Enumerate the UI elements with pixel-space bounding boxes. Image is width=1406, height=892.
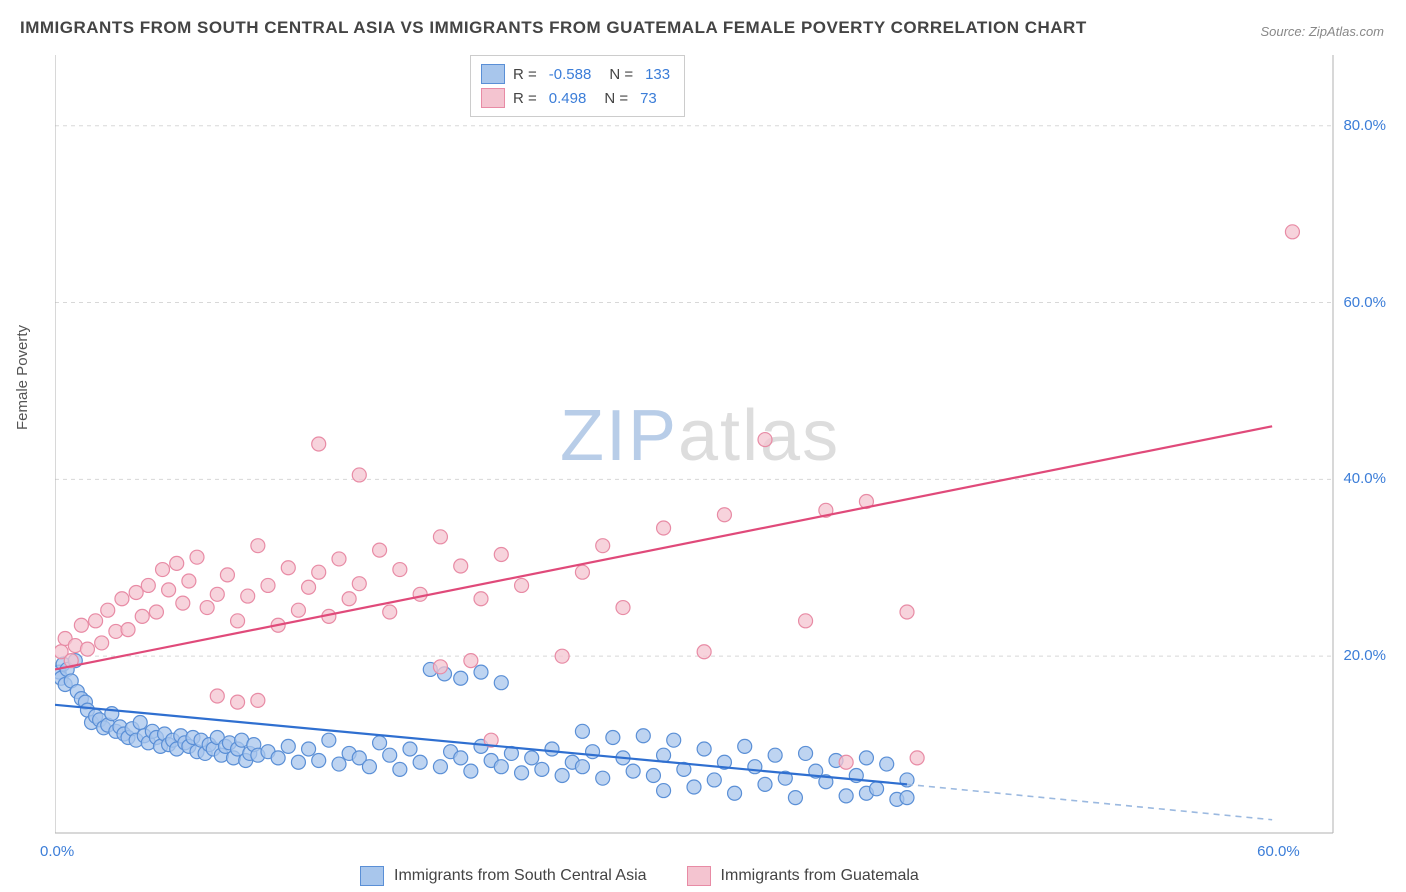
legend-row-series-1: R = -0.588 N = 133	[481, 62, 670, 86]
legend-row-series-2: R = 0.498 N = 73	[481, 86, 670, 110]
legend-n-value: 133	[645, 66, 670, 83]
legend-r-value: -0.588	[549, 66, 592, 83]
scatter-chart	[55, 55, 1385, 845]
legend-n-label: N =	[609, 66, 633, 83]
y-tick-label: 60.0%	[1343, 294, 1386, 311]
series-legend: Immigrants from South Central Asia Immig…	[360, 866, 919, 886]
legend-r-label: R =	[513, 90, 537, 107]
chart-title: IMMIGRANTS FROM SOUTH CENTRAL ASIA VS IM…	[20, 18, 1087, 38]
y-tick-label: 20.0%	[1343, 647, 1386, 664]
source-label: Source: ZipAtlas.com	[1260, 24, 1384, 39]
x-tick-label: 0.0%	[40, 843, 74, 860]
y-tick-label: 80.0%	[1343, 117, 1386, 134]
legend-n-value: 73	[640, 90, 657, 107]
y-tick-label: 40.0%	[1343, 470, 1386, 487]
legend-series-label: Immigrants from Guatemala	[721, 867, 919, 885]
correlation-legend: R = -0.588 N = 133 R = 0.498 N = 73	[470, 55, 685, 117]
legend-series-label: Immigrants from South Central Asia	[394, 867, 647, 885]
legend-swatch-icon	[481, 88, 505, 108]
legend-r-value: 0.498	[549, 90, 587, 107]
legend-r-label: R =	[513, 66, 537, 83]
y-axis-label: Female Poverty	[14, 325, 31, 430]
legend-swatch-icon	[481, 64, 505, 84]
legend-n-label: N =	[604, 90, 628, 107]
legend-item-series-1: Immigrants from South Central Asia	[360, 866, 647, 886]
x-tick-label: 60.0%	[1257, 843, 1300, 860]
legend-swatch-icon	[687, 866, 711, 886]
legend-item-series-2: Immigrants from Guatemala	[687, 866, 919, 886]
legend-swatch-icon	[360, 866, 384, 886]
